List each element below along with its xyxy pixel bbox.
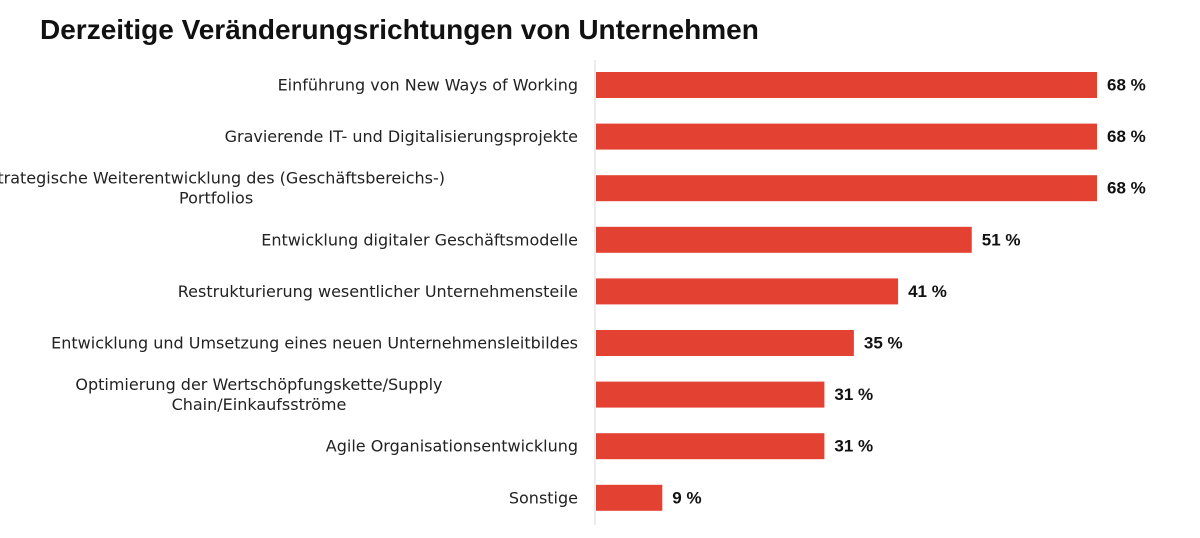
- category-label-line: Restrukturierung wesentlicher Unternehme…: [178, 282, 578, 301]
- category-label-line: Strategische Weiterentwicklung des (Gesc…: [0, 169, 445, 188]
- bar: [596, 72, 1097, 98]
- category-label-line: Gravierende IT- und Digitalisierungsproj…: [225, 127, 578, 146]
- category-label-line: Einführung von New Ways of Working: [278, 76, 578, 95]
- data-label: 31 %: [834, 385, 873, 404]
- bar: [596, 484, 663, 511]
- category-label-line: Entwicklung digitaler Geschäftsmodelle: [261, 230, 578, 249]
- bar: [596, 433, 825, 460]
- category-label: Restrukturierung wesentlicher Unternehme…: [178, 282, 578, 301]
- category-label-line: Entwicklung und Umsetzung eines neuen Un…: [51, 334, 578, 353]
- data-label: 9 %: [672, 488, 701, 507]
- bar: [596, 123, 1097, 150]
- category-label: Entwicklung digitaler Geschäftsmodelle: [261, 230, 578, 249]
- category-label-line: Agile Organisationsentwicklung: [326, 437, 578, 456]
- data-label: 51 %: [982, 230, 1021, 249]
- bar: [596, 226, 972, 253]
- data-label: 68 %: [1107, 76, 1146, 95]
- category-label-line: Sonstige: [509, 488, 578, 507]
- bar: [596, 330, 854, 356]
- data-label: 68 %: [1107, 179, 1146, 198]
- bars-group: [596, 72, 1097, 511]
- category-label-line: Optimierung der Wertschöpfungskette/Supp…: [75, 375, 442, 394]
- chart-title: Derzeitige Veränderungsrichtungen von Un…: [40, 14, 759, 45]
- category-label: Sonstige: [509, 488, 578, 507]
- category-label: Gravierende IT- und Digitalisierungsproj…: [225, 127, 578, 146]
- bar: [596, 175, 1097, 202]
- data-label: 41 %: [908, 282, 947, 301]
- bar: [596, 278, 899, 305]
- data-label: 31 %: [834, 437, 873, 456]
- category-label: Optimierung der Wertschöpfungskette/Supp…: [75, 375, 442, 414]
- category-label: Agile Organisationsentwicklung: [326, 437, 578, 456]
- category-label-line: Chain/Einkaufsströme: [172, 395, 347, 414]
- data-label: 68 %: [1107, 127, 1146, 146]
- category-label: Einführung von New Ways of Working: [278, 76, 578, 95]
- category-label: Entwicklung und Umsetzung eines neuen Un…: [51, 334, 578, 353]
- category-labels-group: Einführung von New Ways of Working Gravie…: [0, 76, 578, 508]
- bar: [596, 381, 825, 408]
- category-label: Strategische Weiterentwicklung des (Gesc…: [0, 169, 445, 208]
- value-labels-group: 68 % 68 % 68 % 51 % 41 % 35 % 31 % 31 % 9 %: [672, 76, 1145, 508]
- category-label-line: Portfolios: [179, 189, 253, 208]
- data-label: 35 %: [864, 334, 903, 353]
